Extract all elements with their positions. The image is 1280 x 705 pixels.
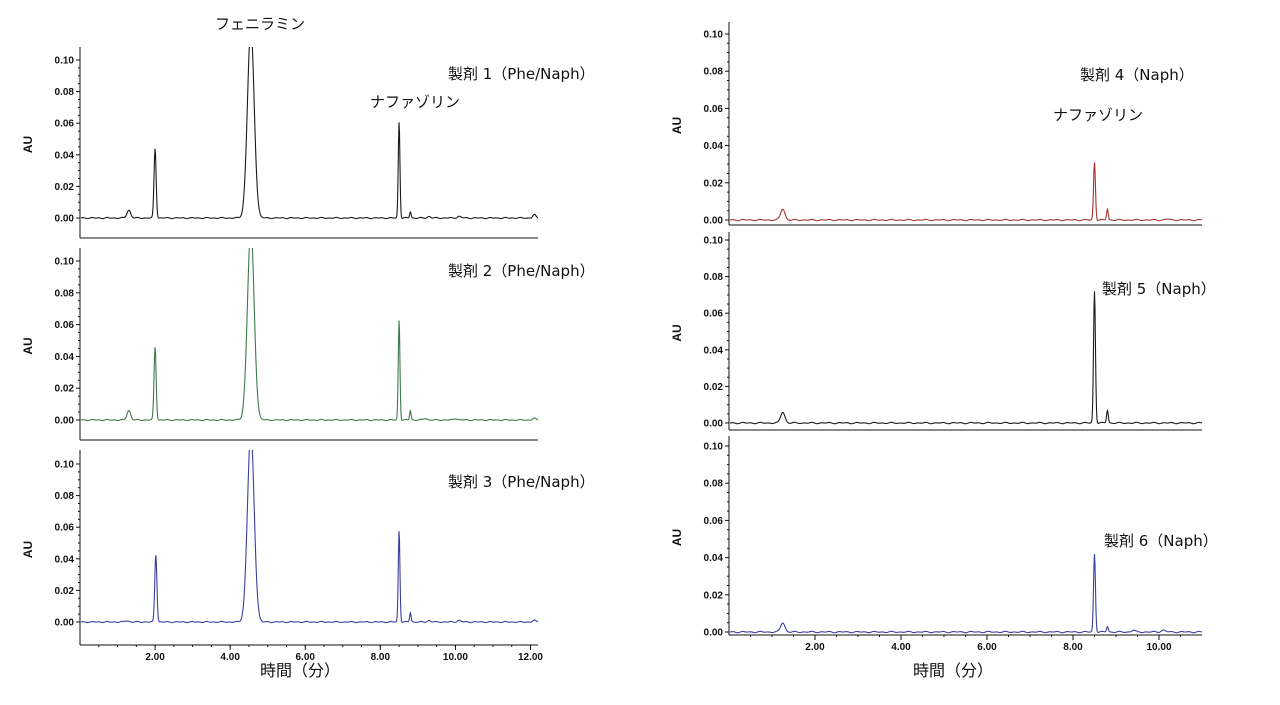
y-tick-label: 0.04 [55,150,75,161]
y-axis-label: AU [21,541,35,558]
y-tick-label: 0.02 [704,178,724,189]
x-tick-label: 4.00 [891,642,911,653]
y-tick-label: 0.06 [704,516,724,527]
y-tick-label: 0.10 [55,56,75,67]
x-tick-label: 10.00 [1146,642,1171,653]
chart-panel-left-2: 0.00 0.02 0.04 0.06 0.08 0.10 AU 製剤 2（Phe/Naph） [21,248,595,441]
x-tick-label: 8.00 [1063,642,1083,653]
sample-label: 製剤 4（Naph） [1080,66,1194,84]
chart-panel-right-3: 0.00 0.02 0.04 0.06 0.08 0.10 AU 2.00 4.00 6.00 8.… [670,436,1218,680]
y-tick-label: 0.06 [55,119,75,130]
chart-panel-right-2: 0.00 0.02 0.04 0.06 0.08 0.10 AU 製剤 5（Naph） [670,232,1216,431]
trace-line [729,291,1202,425]
y-tick-label: 0.10 [55,257,75,268]
x-tick-label: 2.00 [805,642,825,653]
trace-line [729,162,1202,222]
chart-panel-left-3: 0.00 0.02 0.04 0.06 0.08 0.10 AU 2.00 4.00 6.00 8.… [21,450,595,680]
y-tick-label: 0.08 [55,491,75,502]
y-tick-label: 0.04 [704,345,724,356]
trace-line [80,450,538,624]
peak-annotation: ナファゾリン [370,93,460,111]
x-tick-label: 10.00 [443,652,468,663]
x-tick-label: 2.00 [145,652,165,663]
y-tick-label: 0.08 [704,479,724,490]
x-tick-label: 8.00 [371,652,391,663]
y-tick-label: 0.02 [55,586,75,597]
sample-label: 製剤 1（Phe/Naph） [448,65,595,83]
y-tick-label: 0.00 [704,419,724,430]
y-axis-label: AU [670,529,684,546]
y-tick-label: 0.06 [704,309,724,320]
y-tick-label: 0.10 [704,442,724,453]
y-tick-label: 0.06 [55,320,75,331]
x-tick-label: 12.00 [518,652,543,663]
y-tick-label: 0.00 [704,628,724,639]
y-tick-label: 0.10 [55,460,75,471]
peak-annotation: ナファゾリン [1053,106,1143,124]
y-tick-label: 0.08 [55,288,75,299]
x-tick-label: 6.00 [296,652,316,663]
trace-line [80,47,538,220]
sample-label: 製剤 3（Phe/Naph） [448,473,595,491]
y-tick-label: 0.04 [704,141,724,152]
y-tick-label: 0.10 [704,236,724,247]
sample-label: 製剤 5（Naph） [1102,280,1216,298]
y-tick-label: 0.02 [55,384,75,395]
y-tick-label: 0.08 [704,67,724,78]
y-tick-label: 0.04 [55,352,75,363]
sample-label: 製剤 6（Naph） [1104,532,1218,550]
x-tick-label: 4.00 [220,652,240,663]
chart-panel-right-1: 0.00 0.02 0.04 0.06 0.08 0.10 AU 製剤 4（Naph） ナファゾ… [670,22,1202,227]
y-tick-label: 0.10 [704,30,724,41]
y-tick-label: 0.08 [55,87,75,98]
y-tick-label: 0.06 [704,104,724,115]
y-axis-label: AU [670,324,684,341]
sample-label: 製剤 2（Phe/Naph） [448,262,595,280]
y-tick-label: 0.08 [704,272,724,283]
y-tick-label: 0.02 [55,182,75,193]
x-axis-label: 時間（分） [260,661,340,680]
y-tick-label: 0.04 [55,554,75,565]
x-tick-label: 6.00 [977,642,997,653]
y-axis-label: AU [21,136,35,153]
y-tick-label: 0.00 [55,618,75,629]
peak-annotation: フェニラミン [215,15,305,33]
trace-line [80,248,538,422]
trace-line [729,554,1202,634]
x-axis-label: 時間（分） [913,661,993,680]
y-tick-label: 0.04 [704,553,724,564]
y-tick-label: 0.00 [55,214,75,225]
y-tick-label: 0.00 [704,216,724,227]
y-axis-label: AU [21,337,35,354]
y-tick-label: 0.00 [55,416,75,427]
y-axis-label: AU [670,117,684,134]
y-tick-label: 0.02 [704,590,724,601]
y-tick-label: 0.02 [704,382,724,393]
y-tick-label: 0.06 [55,523,75,534]
